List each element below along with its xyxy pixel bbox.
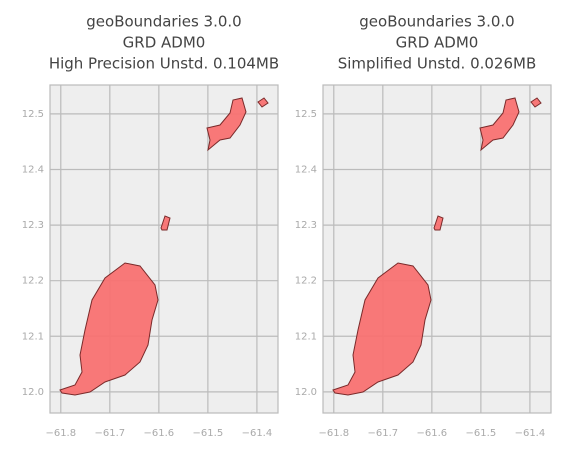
panel-title: geoBoundaries 3.0.0 [86,13,241,31]
y-tick-label: 12.4 [295,165,317,176]
x-tick-label: −61.7 [367,428,398,439]
y-tick-label: 12.5 [295,109,317,120]
y-tick-label: 12.0 [22,387,44,398]
panel-title: Simplified Unstd. 0.026MB [338,55,537,73]
x-tick-label: −61.6 [144,428,175,439]
map-panel: geoBoundaries 3.0.0 GRD ADM0 Simplified Un… [295,13,552,439]
y-tick-label: 12.3 [22,220,44,231]
panel-title: GRD ADM0 [396,34,479,52]
y-tick-label: 12.4 [22,165,44,176]
x-tick-label: −61.4 [242,428,273,439]
y-tick-label: 12.1 [22,331,44,342]
plot-frame [49,84,279,414]
x-tick-label: −61.5 [466,428,497,439]
x-tick-label: −61.4 [515,428,546,439]
panel-title: High Precision Unstd. 0.104MB [49,55,279,73]
y-tick-label: 12.1 [295,331,317,342]
x-tick-label: −61.8 [318,428,349,439]
panel-title: GRD ADM0 [123,34,206,52]
y-tick-label: 12.2 [295,276,317,287]
map-panel: geoBoundaries 3.0.0 GRD ADM0 High Precisio… [22,13,279,440]
y-tick-label: 12.3 [295,220,317,231]
y-tick-label: 12.5 [22,109,44,120]
x-tick-label: −61.8 [45,428,76,439]
y-tick-label: 12.2 [22,276,44,287]
x-tick-label: −61.5 [193,428,224,439]
x-tick-label: −61.6 [417,428,448,439]
plot-frame [322,84,552,414]
panel-title: geoBoundaries 3.0.0 [359,13,514,31]
y-tick-label: 12.0 [295,387,317,398]
x-tick-label: −61.7 [94,428,125,439]
